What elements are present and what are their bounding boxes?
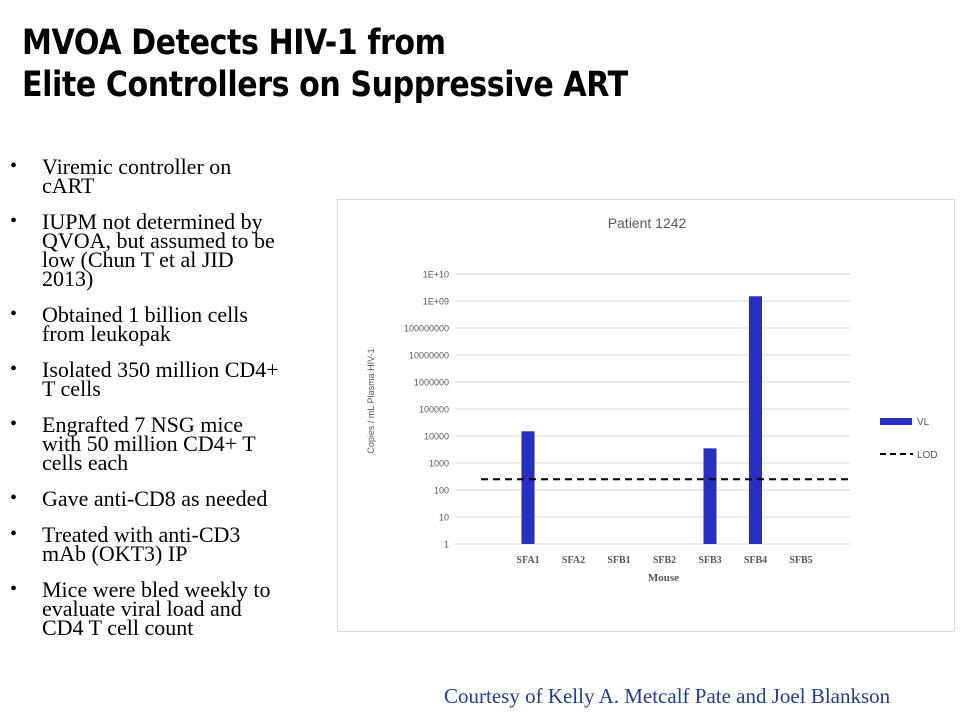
bullet-text: Isolated 350 million CD4+ T cells [42,357,279,401]
bar-sfb3 [703,448,717,544]
y-axis-label: Copies / mL Plasma HIV-1 [366,348,376,453]
bullet-dot: • [10,358,18,380]
bullet-text: Obtained 1 billion cells from leukopak [42,302,248,346]
bullet-list: • Viremic controller on cART • IUPM not de… [10,154,340,654]
x-tick-label: SFB2 [653,555,676,566]
bullet-item: • Mice were bled weekly to evaluate viral… [10,577,340,640]
x-tick-label: SFB1 [607,555,630,566]
bullet-dot: • [10,578,18,600]
chart-frame: Patient 1242 1 10 100 1000 10000 100000 1000000… [337,199,955,632]
bullet-dot: • [10,303,18,325]
bullet-text: Engrafted 7 NSG mice with 50 million CD4… [42,412,256,475]
y-tick-label: 100 [434,486,449,496]
bullet-text: Gave anti-CD8 as needed [42,486,268,511]
bullet-dot: • [10,210,18,232]
bar-sfa1 [521,431,535,544]
bullet-dot: • [10,523,18,545]
bullet-item: • Viremic controller on cART [10,154,340,198]
bullet-item: • IUPM not determined by QVOA, but assume… [10,209,340,291]
viral-load-chart: Patient 1242 1 10 100 1000 10000 100000 1000000… [366,215,938,584]
y-tick-label: 100000000 [404,324,449,334]
bullet-item: • Gave anti-CD8 as needed [10,486,340,511]
title-line-1: MVOA Detects HIV-1 from [22,23,446,63]
slide-title: MVOA Detects HIV-1 from Elite Controller… [22,22,796,106]
x-tick-label: SFB5 [789,555,812,566]
title-line-2: Elite Controllers on Suppressive ART [22,65,628,105]
y-tick-label: 10000 [424,432,449,442]
credit-line: Courtesy of Kelly A. Metcalf Pate and Jo… [444,684,891,708]
x-tick-label: SFB4 [744,555,767,566]
bullet-dot: • [10,155,18,177]
bullet-item: • Isolated 350 million CD4+ T cells [10,357,340,401]
x-tick-label: SFB3 [698,555,721,566]
y-tick-label: 10 [439,513,449,523]
bullet-text: IUPM not determined by QVOA, but assumed… [42,209,275,291]
x-axis-label: Mouse [648,572,679,584]
legend-label-lod: LOD [917,450,938,461]
x-tick-label: SFA2 [562,555,585,566]
bullet-item: • Treated with anti-CD3 mAb (OKT3) IP [10,522,340,566]
bullet-dot: • [10,487,18,509]
legend-swatch-vl [880,418,912,425]
y-tick-label: 100000 [419,405,449,415]
bullet-text: Treated with anti-CD3 mAb (OKT3) IP [42,522,241,566]
x-tick-label: SFA1 [516,555,539,566]
chart-title: Patient 1242 [608,215,687,231]
bullet-item: • Obtained 1 billion cells from leukopak [10,302,340,346]
y-tick-label: 1000 [429,459,449,469]
bullet-item: • Engrafted 7 NSG mice with 50 million CD… [10,412,340,475]
bullet-text: Mice were bled weekly to evaluate viral … [42,577,271,640]
bullet-dot: • [10,413,18,435]
bar-sfb4 [749,296,762,544]
bullet-text: Viremic controller on cART [42,154,232,198]
y-tick-label: 1E+10 [423,270,449,280]
y-tick-label: 10000000 [409,351,449,361]
y-tick-label: 1E+09 [423,297,449,307]
y-tick-label: 1 [444,540,449,550]
y-tick-label: 1000000 [414,378,449,388]
legend-label-vl: VL [917,417,930,428]
